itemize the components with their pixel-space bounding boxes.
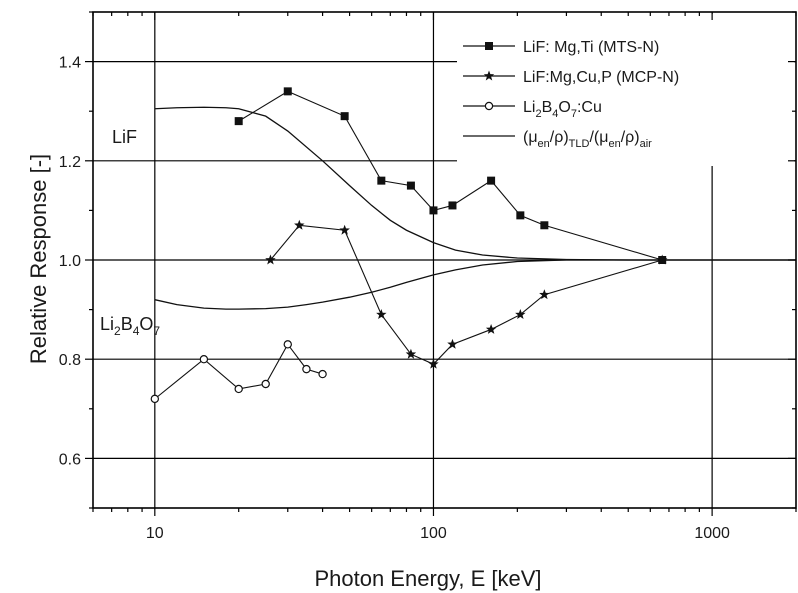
data-point-square <box>487 176 496 185</box>
data-point-star <box>485 323 497 334</box>
x-tick-label: 1000 <box>694 525 730 542</box>
data-point-star <box>339 224 350 235</box>
series-line <box>270 224 663 365</box>
y-tick-label: 1.0 <box>59 253 81 270</box>
legend-marker <box>485 42 493 50</box>
x-tick-label: 100 <box>420 525 447 542</box>
legend-marker <box>483 70 495 81</box>
data-point-square <box>406 181 415 190</box>
legend-box <box>457 14 794 166</box>
curve-label: LiF <box>112 127 137 147</box>
data-point-square <box>540 221 549 230</box>
data-point-star <box>294 219 305 230</box>
y-tick-label: 0.8 <box>59 352 81 369</box>
data-point-star <box>265 254 276 265</box>
data-point-square <box>340 112 349 121</box>
data-point-circle <box>234 384 243 394</box>
data-point-circle <box>150 394 160 404</box>
legend: LiF: Mg,Ti (MTS-N) LiF:Mg,Cu,P (MCP-N) Li2… <box>457 14 794 166</box>
legend-label: Li2B4O7:Cu <box>523 99 602 120</box>
curve-label: Li2B4O7 <box>100 314 160 338</box>
legend-label: LiF:Mg,Cu,P (MCP-N) <box>523 69 679 86</box>
data-point-star <box>539 289 550 300</box>
data-point-square <box>516 211 525 220</box>
y-axis-title: Relative Response [-] <box>26 154 51 364</box>
data-point-star <box>376 309 387 320</box>
data-point-star <box>405 348 417 359</box>
series-2 <box>265 219 668 369</box>
series-layer <box>150 87 796 404</box>
y-tick-label: 0.6 <box>59 451 81 468</box>
legend-label: (μen/ρ)TLD/(μen/ρ)air <box>523 129 652 150</box>
data-point-circle <box>199 355 209 364</box>
data-point-circle <box>261 379 270 389</box>
grid-lines <box>93 12 796 508</box>
y-tick-label: 1.4 <box>59 55 81 72</box>
x-tick-label: 10 <box>146 525 164 542</box>
ratio-curve-line <box>154 259 796 310</box>
data-point-square <box>283 87 292 96</box>
series-3 <box>150 340 327 404</box>
data-point-square <box>429 206 438 215</box>
legend-marker <box>484 101 494 111</box>
series-4 <box>154 106 796 310</box>
data-point-star <box>515 309 526 320</box>
data-point-circle <box>283 340 292 349</box>
x-axis-title: Photon Energy, E [keV] <box>314 566 541 591</box>
data-point-star <box>428 358 439 369</box>
legend-label: LiF: Mg,Ti (MTS-N) <box>523 39 659 56</box>
data-point-circle <box>302 364 311 374</box>
data-point-star <box>447 338 458 349</box>
y-tick-label: 1.2 <box>59 154 81 171</box>
axis-ticks: 0.6 0.8 1.0 1.2 1.4 10 100 1000 <box>59 11 797 542</box>
data-point-circle <box>318 369 327 379</box>
curve-labels: LiF Li2B4O7 <box>100 127 160 338</box>
data-point-square <box>234 117 243 126</box>
data-point-square <box>377 176 386 185</box>
data-point-square <box>448 201 457 210</box>
